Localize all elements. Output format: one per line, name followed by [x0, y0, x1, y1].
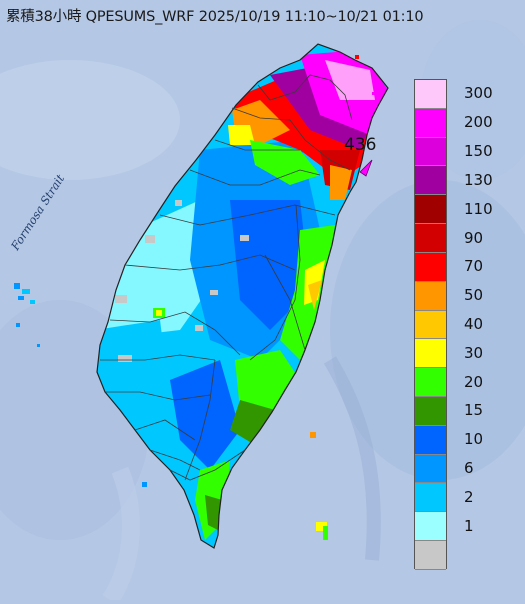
legend-swatch	[415, 224, 446, 253]
legend-swatch	[415, 108, 446, 138]
legend-swatch	[415, 80, 446, 109]
legend-label: 2	[464, 487, 474, 506]
legend-label: 130	[464, 170, 493, 189]
legend-label: 40	[464, 315, 484, 333]
map-title: 累積38小時 QPESUMS_WRF 2025/10/19 11:10~10/2…	[6, 9, 424, 25]
legend-swatch	[415, 166, 446, 196]
legend-swatch	[415, 541, 446, 570]
legend-swatch	[415, 339, 446, 369]
legend-swatch	[415, 310, 446, 340]
peak-value-label: 436	[344, 135, 377, 155]
legend-label: 10	[464, 430, 484, 449]
legend-label: 200	[464, 113, 493, 132]
legend-swatch	[415, 425, 446, 455]
legend-label: 6	[464, 459, 474, 478]
legend-swatch	[415, 454, 446, 484]
legend-swatch	[415, 252, 446, 282]
outlying-islands	[14, 55, 375, 540]
legend-swatch	[415, 195, 446, 225]
legend-swatch	[415, 396, 446, 426]
legend-swatch	[415, 512, 446, 541]
legend-label: 110	[464, 199, 493, 218]
legend-label: 30	[464, 343, 484, 362]
legend-label: 300	[464, 84, 493, 103]
legend-label: 20	[464, 372, 484, 391]
legend-swatch	[415, 281, 446, 311]
legend-label: 70	[464, 257, 484, 276]
legend-label: 1	[464, 516, 474, 535]
county-boundaries	[96, 43, 389, 549]
legend-label: 50	[464, 286, 484, 305]
legend-swatch	[415, 483, 446, 513]
legend-labels: 300 200 150 130 110 90 70 50 40 30 20 15 10 6 2 1	[464, 79, 514, 569]
legend-swatch	[415, 368, 446, 397]
peak-marker-icon	[359, 159, 373, 177]
legend-label: 90	[464, 228, 484, 247]
legend-color-bar	[414, 79, 447, 570]
legend-label: 150	[464, 142, 493, 161]
legend-swatch	[415, 137, 446, 167]
legend-label: 15	[464, 401, 484, 420]
